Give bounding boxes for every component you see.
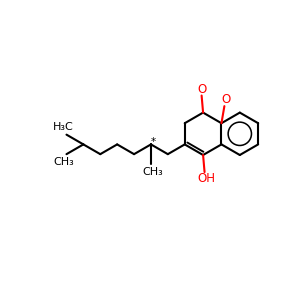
- Text: O: O: [221, 93, 230, 106]
- Text: CH₃: CH₃: [142, 167, 163, 177]
- Text: OH: OH: [197, 172, 215, 185]
- Text: *: *: [150, 137, 156, 147]
- Text: H₃C: H₃C: [53, 122, 74, 132]
- Text: O: O: [197, 82, 206, 95]
- Text: CH₃: CH₃: [53, 158, 74, 167]
